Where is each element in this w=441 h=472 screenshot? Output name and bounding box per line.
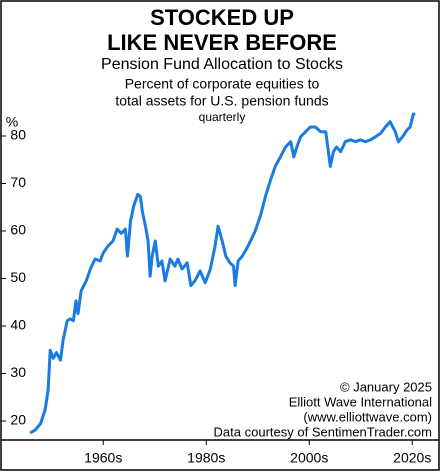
- annotation: Data courtesy of SentimenTrader.com: [214, 424, 432, 439]
- y-tick-label: 30: [10, 364, 26, 380]
- y-tick-label: 20: [10, 412, 26, 428]
- note: Percent of corporate equities to: [125, 76, 320, 92]
- chart-title: LIKE NEVER BEFORE: [107, 30, 337, 55]
- note: quarterly: [199, 110, 246, 124]
- y-tick-label: 50: [10, 269, 26, 285]
- x-tick-label: 1960s: [84, 450, 122, 466]
- subtitle: Pension Fund Allocation to Stocks: [101, 56, 343, 73]
- y-tick-label: 60: [10, 222, 26, 238]
- chart-title: STOCKED UP: [150, 5, 294, 30]
- x-tick-label: 2020s: [393, 450, 431, 466]
- y-axis-label: %: [6, 114, 18, 130]
- annotation: (www.elliottwave.com): [303, 409, 432, 424]
- data-line: [29, 112, 416, 435]
- y-tick-label: 70: [10, 174, 26, 190]
- y-tick-label: 40: [10, 317, 26, 333]
- annotation: © January 2025: [340, 379, 432, 394]
- y-tick-label: 80: [10, 127, 26, 143]
- annotation: Elliott Wave International: [289, 394, 432, 409]
- note: total assets for U.S. pension funds: [115, 93, 328, 109]
- x-tick-label: 1980s: [187, 450, 225, 466]
- x-tick-label: 2000s: [290, 450, 328, 466]
